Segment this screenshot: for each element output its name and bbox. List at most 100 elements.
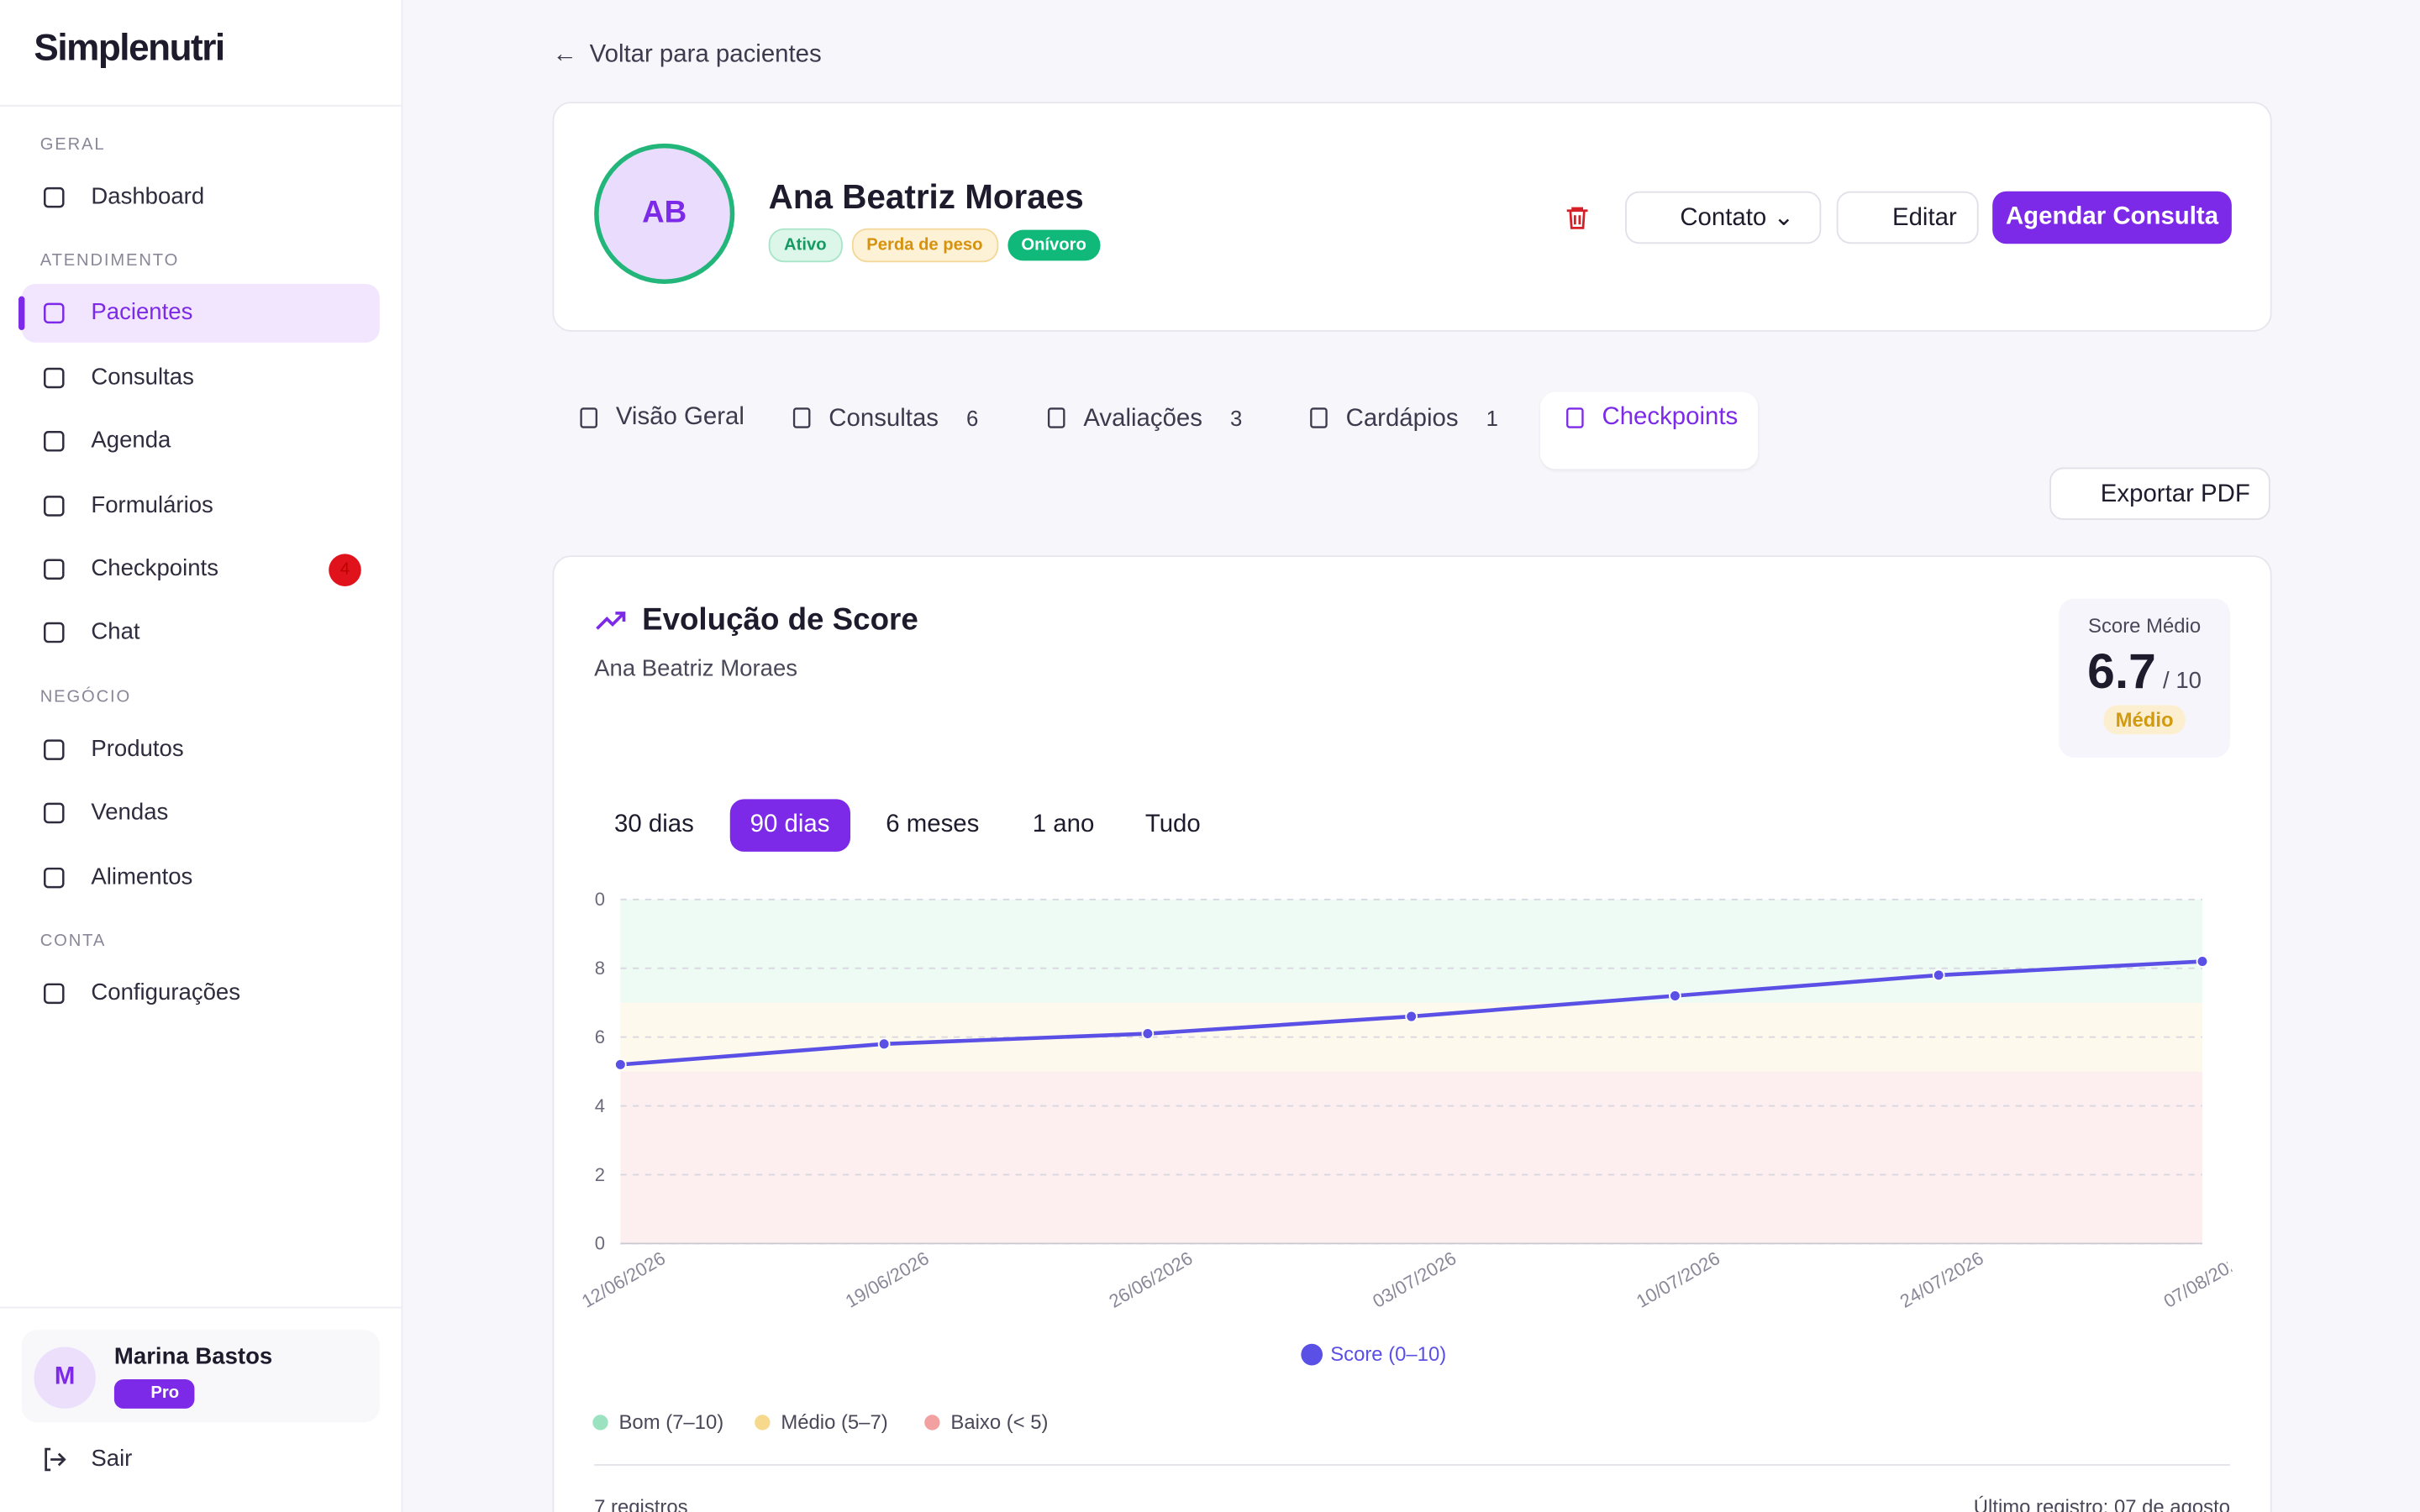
trend-icon — [596, 612, 626, 630]
user-card[interactable]: M Marina Bastos Pro — [21, 1330, 380, 1423]
tab-icon — [1566, 407, 1584, 428]
nav-item[interactable]: Formulários — [22, 476, 380, 535]
nav-icon — [44, 983, 65, 1005]
tab-label: Visão Geral — [615, 404, 744, 431]
logout-label: Sair — [91, 1445, 133, 1473]
contact-button[interactable]: Contato ⌄ — [1625, 191, 1822, 244]
back-label: Voltar para pacientes — [589, 41, 822, 68]
user-avatar: M — [34, 1347, 96, 1409]
patient-name: Ana Beatriz Moraes — [768, 177, 1084, 217]
nav-item[interactable]: Alimentos — [22, 848, 380, 906]
nav-item[interactable]: Checkpoints 4 — [22, 540, 380, 599]
nav-item[interactable]: Pacientes — [18, 284, 380, 344]
plan-badge: Pro — [113, 1379, 195, 1409]
chart-card: Evolução de Score Ana Beatriz Moraes Sco… — [552, 555, 2272, 1512]
score-point — [1141, 1027, 1155, 1040]
tab-count: 6 — [966, 406, 979, 431]
nav-icon — [44, 367, 65, 388]
nav-label: Produtos — [91, 735, 184, 762]
section-title: GERAL — [39, 135, 106, 155]
tag: Onívoro — [1007, 229, 1101, 261]
back-link[interactable]: ← Voltar para pacientes — [552, 41, 822, 68]
tab[interactable]: Avaliações 3 — [1044, 392, 1261, 470]
tab-icon — [792, 407, 811, 428]
tab[interactable]: Cardápios 1 — [1306, 392, 1517, 470]
x-tick-label: 03/07/2026 — [1369, 1247, 1460, 1312]
x-tick-label: 07/08/2026 — [2160, 1247, 2251, 1312]
nav-item[interactable]: Agenda — [22, 412, 380, 471]
button-label: Agendar Consulta — [2005, 203, 2219, 230]
score-point — [1405, 1010, 1418, 1023]
nav-icon — [44, 495, 65, 516]
y-tick-label: 6 — [595, 1026, 605, 1047]
x-tick-label: 24/07/2026 — [1897, 1247, 1987, 1312]
score-scale: / 10 — [2163, 668, 2202, 695]
y-tick-label: 8 — [595, 958, 605, 979]
logo: Simplenutri — [34, 28, 225, 70]
period-filter[interactable]: 1 ano — [1032, 811, 1095, 838]
edit-button[interactable]: Editar — [1836, 191, 1979, 244]
score-value: 6.7 — [2087, 643, 2156, 700]
period-filter[interactable]: Tudo — [1144, 811, 1201, 838]
x-tick-label: 26/06/2026 — [1106, 1247, 1197, 1312]
score-point — [1932, 969, 1945, 982]
patient-card: AB Ana Beatriz Moraes Ativo Perda de peso… — [552, 102, 2272, 332]
export-button[interactable]: Exportar PDF — [2049, 467, 2270, 520]
legend-label: Score (0–10) — [1330, 1343, 1446, 1366]
score-point — [1669, 990, 1681, 1002]
nav-label: Dashboard — [91, 183, 205, 210]
nav-icon — [44, 622, 65, 644]
user-name: Marina Bastos — [113, 1343, 273, 1370]
tab-label: Avaliações — [1083, 406, 1202, 433]
nav-item[interactable]: Chat — [22, 604, 380, 663]
nav-label: Formulários — [91, 491, 213, 518]
band-legend-label: Baixo (< 5) — [950, 1411, 1048, 1434]
score-point — [614, 1058, 627, 1071]
period-filter[interactable]: 30 dias — [614, 811, 694, 838]
nav-item[interactable]: Produtos — [22, 720, 380, 779]
patient-avatar: AB — [594, 143, 735, 284]
y-tick-label: 2 — [595, 1164, 605, 1185]
logout[interactable]: Sair — [22, 1431, 380, 1489]
y-tick-label: 4 — [595, 1095, 605, 1116]
button-label: Editar — [1891, 205, 1957, 232]
period-filter[interactable]: 90 dias — [729, 799, 850, 852]
y-tick-label: 0 — [595, 1233, 605, 1254]
divider — [0, 104, 402, 107]
score-band — [620, 899, 2202, 1003]
band-legend-label: Bom (7–10) — [619, 1411, 724, 1434]
chart-title: Evolução de Score — [642, 603, 918, 638]
section-title: ATENDIMENTO — [39, 252, 180, 271]
tab-count: 1 — [1486, 406, 1498, 431]
delete-icon[interactable] — [1564, 203, 1591, 231]
tab-icon — [1047, 407, 1065, 428]
tags: Ativo Perda de peso Onívoro — [768, 228, 1110, 263]
tab-icon — [1310, 407, 1328, 428]
tab-label: Cardápios — [1345, 406, 1459, 433]
tab[interactable]: Checkpoints — [1540, 391, 1759, 470]
band-legend-label: Médio (5–7) — [781, 1411, 887, 1434]
nav-item[interactable]: Vendas — [22, 784, 380, 843]
period-filter[interactable]: 6 meses — [886, 811, 980, 838]
nav-item[interactable]: Dashboard — [22, 168, 380, 227]
nav-label: Agenda — [91, 428, 171, 454]
schedule-button[interactable]: Agendar Consulta — [1992, 191, 2232, 244]
nav-icon — [44, 303, 65, 324]
nav-label: Consultas — [91, 364, 194, 391]
nav-label: Vendas — [91, 799, 169, 826]
divider — [594, 1464, 2231, 1466]
y-tick-label: 0 — [595, 889, 605, 910]
tab-label: Checkpoints — [1602, 404, 1739, 431]
divider — [0, 1306, 402, 1309]
tab-label: Consultas — [829, 406, 939, 433]
tab[interactable]: Visão Geral — [576, 392, 763, 470]
nav-item[interactable]: Configurações — [22, 964, 380, 1023]
tab-icon — [580, 407, 597, 428]
nav-icon — [44, 431, 65, 452]
nav-badge: 4 — [329, 554, 361, 586]
nav-item[interactable]: Consultas — [22, 349, 380, 407]
x-tick-label: 19/06/2026 — [842, 1247, 933, 1312]
tab[interactable]: Consultas 6 — [789, 392, 997, 470]
